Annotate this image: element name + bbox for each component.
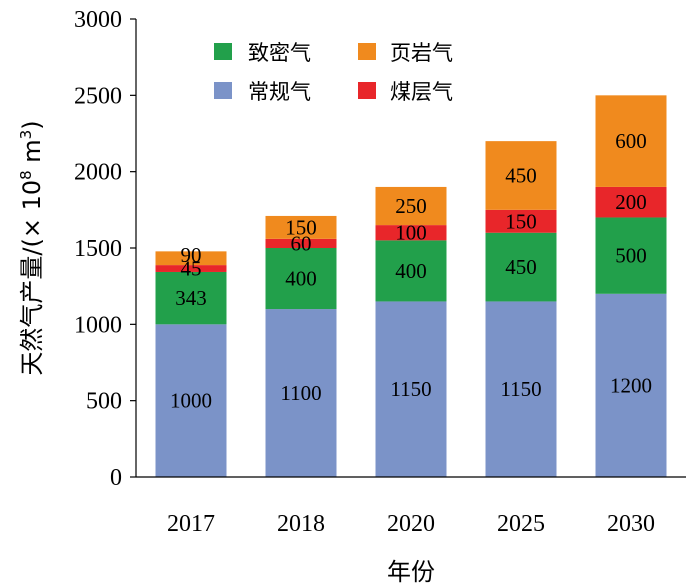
bar-segment-2020-0 — [375, 301, 447, 477]
bar-segment-2017-2 — [155, 265, 227, 272]
bar-segment-label: 90 — [181, 243, 202, 267]
bar-segment-label: 1000 — [170, 389, 212, 413]
bar-segment-label: 450 — [505, 255, 537, 279]
bar-segment-2025-3 — [485, 141, 557, 210]
bar-segment-label: 400 — [285, 267, 317, 291]
bar-segment-label: 45 — [181, 257, 202, 281]
bar-segment-label: 60 — [291, 231, 312, 255]
bar-segment-2020-3 — [375, 186, 447, 226]
y-axis-title-main: 天然气产量/(× 10 — [18, 180, 46, 376]
y-tick-label: 1000 — [74, 312, 122, 338]
x-tick-label: 2025 — [497, 511, 545, 537]
bar-segment-label: 100 — [395, 221, 427, 245]
bar-segment-2017-1 — [155, 271, 227, 325]
bar-segment-label: 150 — [505, 209, 537, 233]
x-axis-title: 年份 — [387, 558, 435, 586]
y-axis-title-unit: m — [18, 139, 46, 170]
x-tick-label: 2030 — [607, 511, 655, 537]
bar-segment-2017-0 — [155, 324, 227, 477]
bar-segment-2030-0 — [595, 293, 667, 477]
legend-label-tight-gas: 致密气 — [248, 41, 311, 65]
bar-segment-2017-3 — [155, 251, 227, 266]
bar-segment-label: 1100 — [280, 381, 321, 405]
legend-label-coalbed-gas: 煤层气 — [390, 80, 453, 104]
legend-label-conventional-gas: 常规气 — [248, 80, 311, 104]
bar-segment-2025-2 — [485, 209, 557, 233]
bar-segment-label: 250 — [395, 194, 427, 218]
bar-segment-label: 1200 — [610, 373, 652, 397]
x-axis-ticks: 2017 2018 2020 2025 2030 — [167, 511, 655, 537]
bar-segment-2030-1 — [595, 217, 667, 294]
y-tick-label: 2500 — [74, 83, 122, 109]
y-axis-title-close: ) — [18, 120, 46, 129]
bar-segment-label: 1150 — [500, 377, 541, 401]
legend-label-shale-gas: 页岩气 — [390, 41, 453, 65]
y-tick-label: 500 — [86, 389, 122, 415]
bar-segment-label: 150 — [285, 215, 317, 239]
bar-segment-label: 200 — [615, 190, 647, 214]
y-axis-title-unit-exp: 3 — [17, 130, 35, 140]
bar-segment-2025-0 — [485, 301, 557, 477]
x-tick-label: 2017 — [167, 511, 215, 537]
bar-segment-label: 400 — [395, 259, 427, 283]
y-axis-title: 天然气产量/(× 108 m3) — [17, 120, 46, 375]
bar-segment-2018-1 — [265, 248, 337, 310]
segment-labels-group: 1000343459011004006015011504001002501150… — [170, 129, 652, 413]
legend-swatch-shale-gas — [358, 43, 376, 60]
y-tick-label: 2000 — [74, 160, 122, 186]
bars-group — [155, 95, 667, 477]
bar-segment-label: 450 — [505, 163, 537, 187]
bar-segment-label: 343 — [175, 286, 207, 310]
bar-segment-label: 1150 — [390, 377, 431, 401]
y-axis-ticks: 0 500 1000 1500 2000 2500 3000 — [74, 7, 136, 491]
bar-segment-2020-1 — [375, 240, 447, 302]
bar-segment-2018-2 — [265, 238, 337, 248]
bar-segment-2018-0 — [265, 309, 337, 477]
y-tick-label: 1500 — [74, 236, 122, 262]
legend-swatch-conventional-gas — [214, 82, 232, 99]
x-tick-label: 2018 — [277, 511, 325, 537]
legend-swatch-tight-gas — [214, 43, 232, 60]
x-tick-label: 2020 — [387, 511, 435, 537]
y-tick-label: 3000 — [74, 7, 122, 33]
bar-segment-2030-2 — [595, 186, 667, 218]
bar-segment-2020-2 — [375, 225, 447, 241]
legend-swatch-coalbed-gas — [358, 82, 376, 99]
bar-segment-2018-3 — [265, 215, 337, 239]
legend: 致密气 页岩气 常规气 煤层气 — [214, 41, 453, 104]
y-tick-label: 0 — [110, 465, 122, 491]
bar-segment-2030-3 — [595, 95, 667, 187]
bar-segment-label: 500 — [615, 244, 647, 268]
bar-segment-2025-1 — [485, 232, 557, 302]
bar-segment-label: 600 — [615, 129, 647, 153]
y-axis-title-exp: 8 — [17, 170, 35, 180]
